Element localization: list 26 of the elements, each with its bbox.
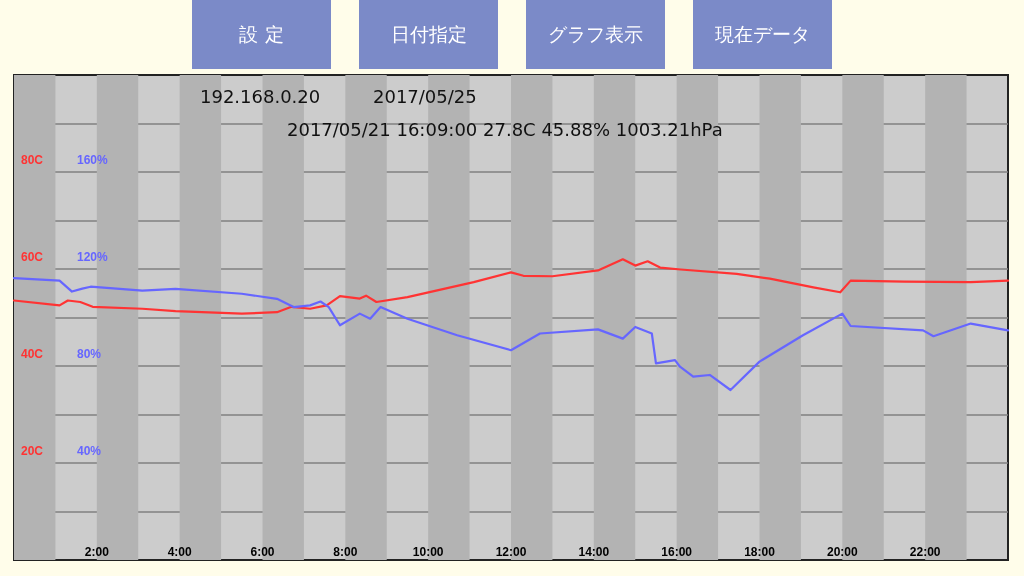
text: 日付指定 <box>359 0 498 69</box>
y2-tick-label: 160% <box>77 153 109 167</box>
text: 現在データ <box>693 0 832 69</box>
x-tick-label: 22:00 <box>909 545 941 559</box>
text: 設 定 <box>192 0 331 69</box>
y-tick-label: 40C <box>21 347 44 361</box>
annotation: 192.168.0.20 <box>200 85 321 107</box>
y2-tick-label: 120% <box>77 250 109 264</box>
x-tick-label: 20:00 <box>826 545 858 559</box>
x-tick-label: 6:00 <box>250 545 275 559</box>
text: グラフ表示 <box>526 0 665 69</box>
x-tick-label: 10:00 <box>412 545 444 559</box>
x-tick-label: 4:00 <box>167 545 192 559</box>
annotation: 2017/05/21 16:09:00 27.8C 45.88% 1003.21hPa <box>287 118 723 140</box>
y-tick-label: 20C <box>21 444 44 458</box>
x-tick-label: 16:00 <box>661 545 693 559</box>
x-tick-label: 8:00 <box>333 545 358 559</box>
annotation: 2017/05/25 <box>373 85 477 107</box>
y-tick-label: 60C <box>21 250 44 264</box>
y2-tick-label: 80% <box>77 347 102 361</box>
x-tick-label: 14:00 <box>578 545 610 559</box>
x-tick-label: 12:00 <box>495 545 527 559</box>
x-tick-label: 2:00 <box>84 545 110 559</box>
x-tick-label: 18:00 <box>744 545 776 559</box>
y2-tick-label: 40% <box>77 444 102 458</box>
y-tick-label: 80C <box>21 153 44 167</box>
